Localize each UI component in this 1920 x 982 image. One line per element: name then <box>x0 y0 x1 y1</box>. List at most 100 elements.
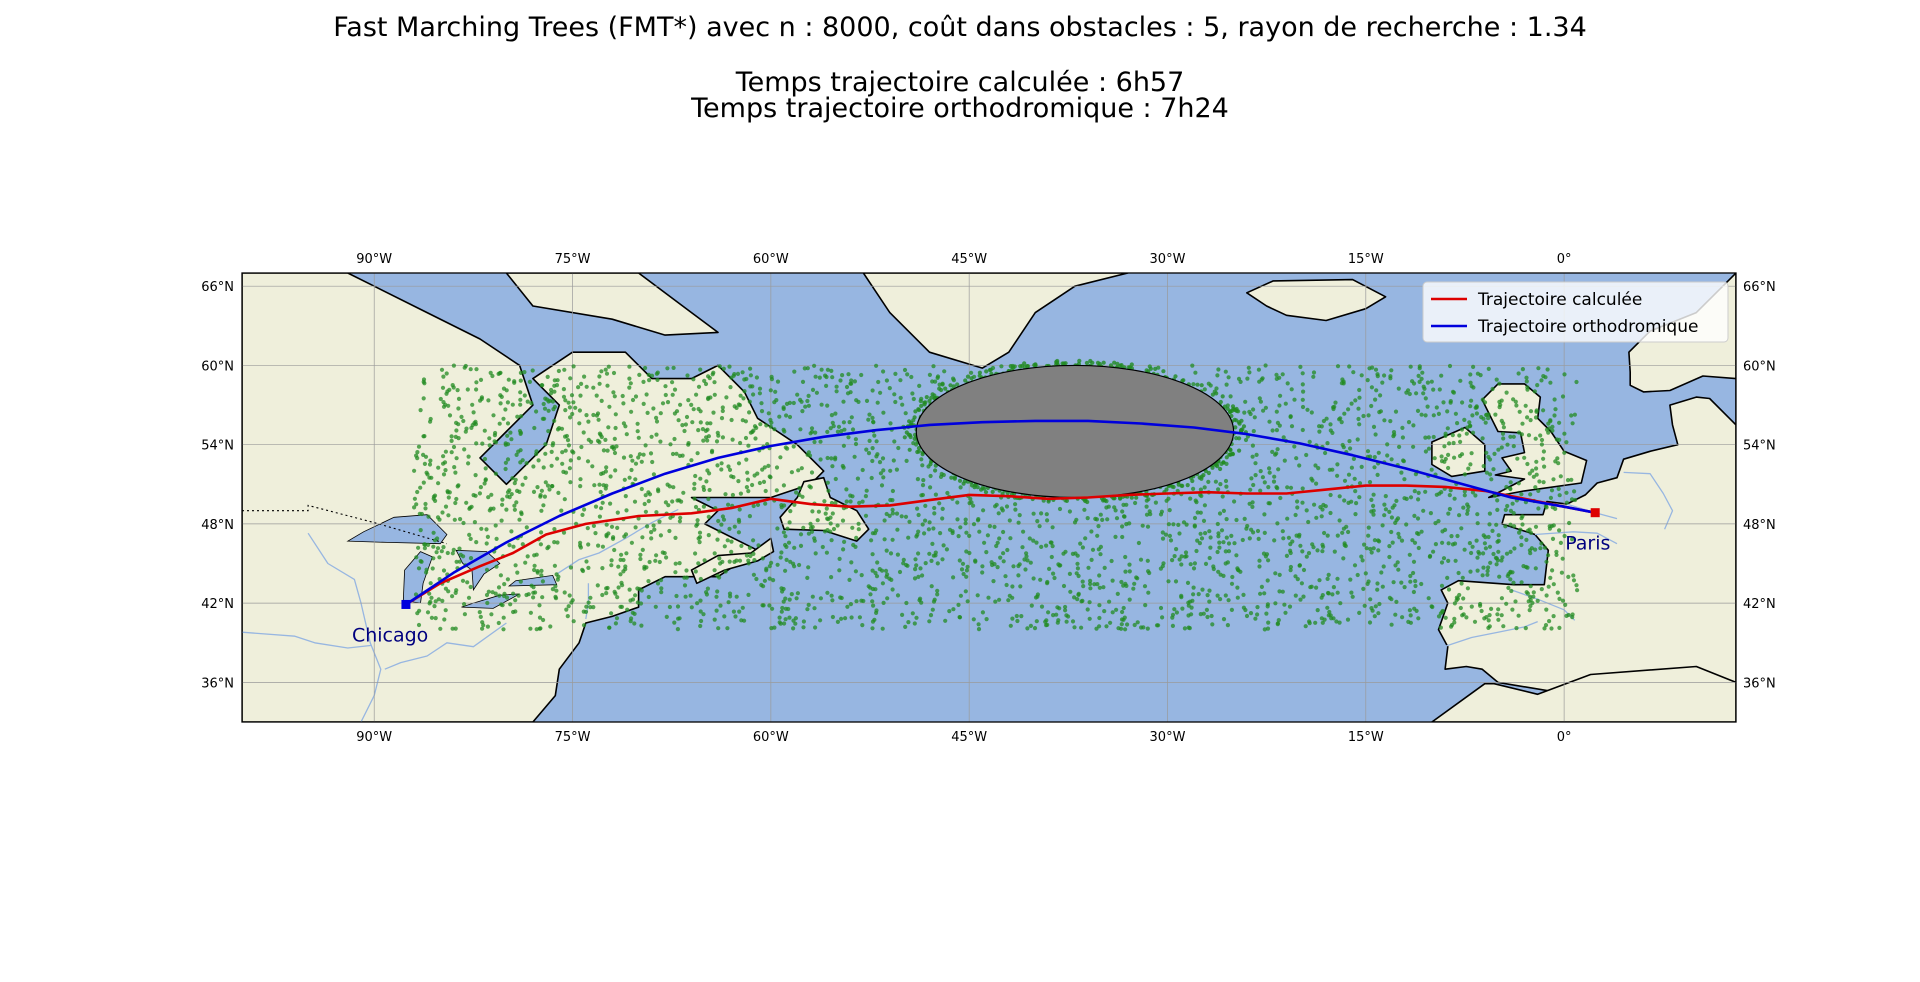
sample-point <box>672 436 677 442</box>
sample-point <box>1293 574 1298 579</box>
sample-point <box>1276 618 1281 623</box>
sample-point <box>967 550 972 556</box>
title-line-2: Temps trajectoire calculée : 6h57 <box>735 67 1185 98</box>
sample-point <box>1486 625 1491 631</box>
sample-point <box>1528 603 1533 609</box>
sample-point <box>1497 405 1502 410</box>
sample-point <box>1528 584 1533 589</box>
sample-point <box>1379 570 1384 575</box>
sample-point <box>762 578 768 583</box>
sample-point <box>1011 564 1016 569</box>
sample-point <box>1275 486 1280 491</box>
sample-point <box>1176 522 1181 528</box>
sample-point <box>714 439 720 444</box>
sample-point <box>474 540 479 545</box>
sample-point <box>870 568 875 573</box>
sample-point <box>1188 562 1193 567</box>
sample-point <box>576 456 582 461</box>
sample-point <box>428 581 433 586</box>
sample-point <box>738 491 744 496</box>
sample-point <box>660 401 666 406</box>
sample-point <box>1060 361 1065 366</box>
sample-point <box>479 526 484 531</box>
sample-point <box>1242 516 1247 522</box>
sample-point <box>1307 439 1312 444</box>
sample-point <box>1496 607 1501 612</box>
sample-point <box>1067 509 1072 514</box>
sample-point <box>1072 625 1077 630</box>
sample-point <box>612 547 617 553</box>
sample-point <box>578 545 584 550</box>
sample-point <box>1258 591 1263 596</box>
river-tagus <box>1443 620 1538 648</box>
sample-point <box>1406 420 1412 425</box>
sample-point <box>829 575 834 580</box>
sample-point <box>1148 366 1153 371</box>
sample-point <box>1052 575 1057 581</box>
sample-point <box>1337 620 1342 625</box>
sample-point <box>783 534 788 539</box>
sample-point <box>1519 492 1524 497</box>
sample-point <box>465 387 470 392</box>
sample-point <box>543 451 548 456</box>
sample-point <box>752 473 757 478</box>
sample-point <box>637 586 642 592</box>
sample-point <box>696 406 701 412</box>
sample-point <box>501 615 506 620</box>
sample-point <box>485 534 490 540</box>
sample-point <box>904 562 909 568</box>
sample-point <box>1422 386 1427 391</box>
sample-point <box>618 557 623 563</box>
sample-point <box>1147 509 1152 514</box>
sample-point <box>538 626 543 631</box>
sample-point <box>799 466 804 471</box>
sample-point <box>504 388 509 393</box>
sample-point <box>1314 481 1319 486</box>
sample-point <box>1431 387 1436 392</box>
sample-point <box>1132 622 1137 628</box>
sample-point <box>1024 551 1029 556</box>
sample-point <box>1480 573 1485 578</box>
sample-point <box>1528 551 1533 556</box>
sample-point <box>1255 528 1261 534</box>
sample-point <box>1355 572 1360 578</box>
sample-point <box>1455 421 1460 426</box>
sample-point <box>727 526 732 532</box>
sample-point <box>839 616 844 621</box>
sample-point <box>594 413 600 418</box>
sample-point <box>1202 503 1207 508</box>
sample-point <box>1180 483 1185 488</box>
sample-point <box>506 377 511 382</box>
sample-point <box>818 618 823 623</box>
sample-point <box>1306 551 1312 556</box>
sample-point <box>875 560 880 565</box>
sample-point <box>615 525 620 531</box>
sample-point <box>1337 494 1342 499</box>
sample-point <box>1519 580 1524 585</box>
sample-point <box>927 551 932 556</box>
sample-point <box>1322 530 1327 536</box>
sample-point <box>466 461 471 466</box>
sample-point <box>1243 437 1249 443</box>
sample-point <box>1280 589 1285 594</box>
legend-label-1: Trajectoire orthodromique <box>1477 317 1698 337</box>
sample-point <box>651 472 657 477</box>
sample-point <box>1411 444 1416 449</box>
sample-point <box>637 372 642 377</box>
sample-point <box>829 413 835 418</box>
sample-point <box>695 518 700 523</box>
sample-point <box>445 550 450 556</box>
sample-point <box>1303 624 1308 629</box>
sample-point <box>971 617 976 622</box>
sample-point <box>1202 485 1207 490</box>
sample-point <box>1136 540 1141 546</box>
sample-point <box>698 598 703 603</box>
sample-point <box>722 614 727 619</box>
sample-point <box>931 364 936 369</box>
sample-point <box>1489 477 1494 482</box>
sample-point <box>673 535 678 541</box>
sample-point <box>1543 623 1549 628</box>
sample-point <box>597 482 602 487</box>
sample-point <box>822 499 827 504</box>
sample-point <box>1232 541 1237 546</box>
